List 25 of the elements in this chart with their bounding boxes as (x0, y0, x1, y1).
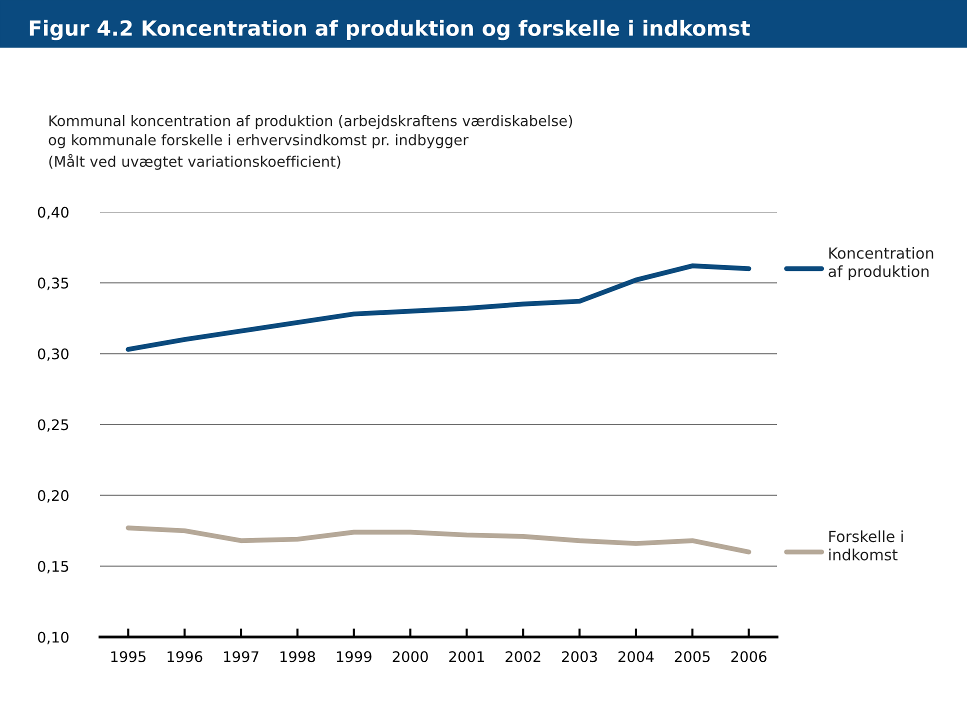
legend-label: Koncentration af produktion (828, 247, 934, 280)
y-tick-label: 0,25 (38, 419, 68, 432)
x-tick-label: 1999 (336, 651, 372, 662)
x-tick-label: 2005 (674, 651, 710, 662)
x-tick-label: 1997 (224, 651, 258, 662)
x-tick-label: 2004 (618, 651, 654, 662)
line-series (126, 263, 752, 352)
x-tick-label: 2003 (562, 651, 597, 662)
y-tick-label: 0,40 (38, 206, 68, 220)
line-series (126, 525, 752, 554)
y-tick-label: 0,20 (38, 490, 68, 503)
chart-subtitle: Kommunal koncentration af produktion (arbejdskraftens værdiskabelse) og kommunale forskelle i erhvervsindkomst pr. indbygger (Målt ved uvægtet variationskoefficient) (48, 115, 572, 170)
x-tick-label: 2000 (392, 651, 428, 662)
x-tick-label: 1995 (111, 651, 146, 662)
x-tick-label: 1998 (280, 651, 316, 662)
chart-title: Figur 4.2 Koncentration af produktion og forskelle i indkomst (30, 20, 750, 40)
y-tick-label: 0,30 (38, 348, 68, 361)
x-tick-label: 2002 (506, 651, 540, 662)
y-tick-label: 0,10 (38, 632, 68, 644)
x-tick-label: 2006 (731, 651, 766, 662)
y-tick-label: 0,15 (38, 560, 68, 574)
legend-label: Forskelle i indkomst (829, 530, 903, 560)
x-tick-label: 2001 (449, 651, 484, 662)
x-tick-label: 1996 (168, 651, 202, 662)
y-tick-label: 0,35 (38, 278, 68, 290)
